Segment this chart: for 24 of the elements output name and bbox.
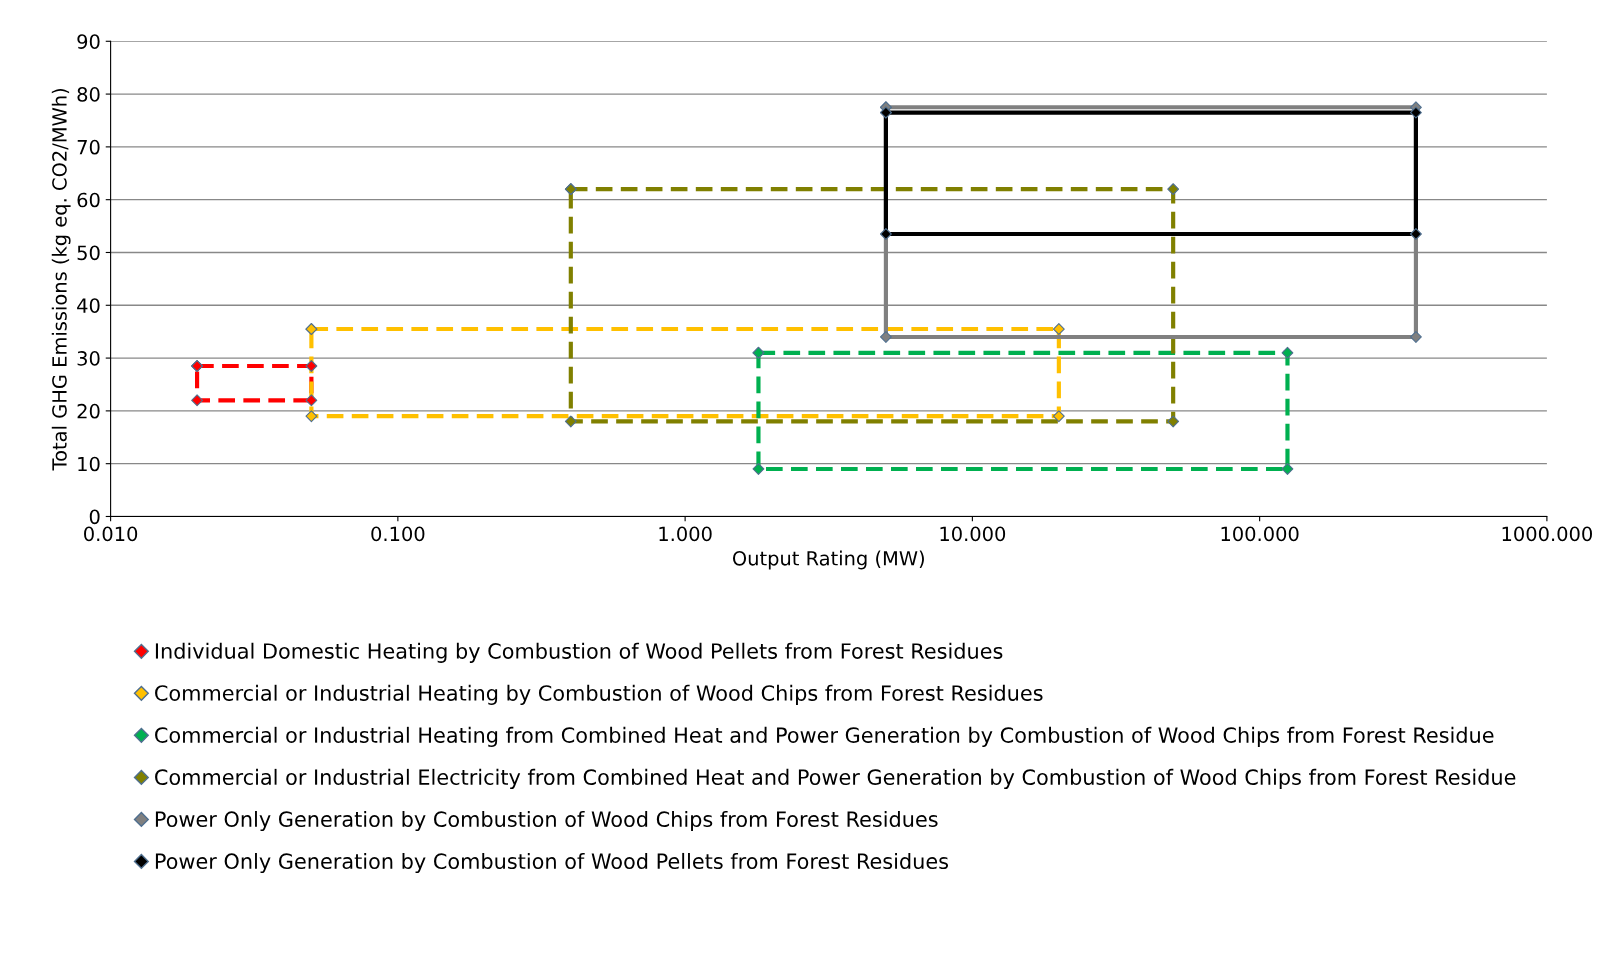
- legend-label: Commercial or Industrial Heating by Combustion of Wood Chips from Forest Residues: [155, 684, 1043, 705]
- y-tick-label: 80: [77, 87, 100, 102]
- x-tick-label: 0.010: [84, 526, 138, 542]
- legend-label: Power Only Generation by Combustion of Wood Chips from Forest Residues: [155, 810, 938, 832]
- y-tick-label: 60: [77, 192, 100, 208]
- y-tick-label: 0: [89, 509, 100, 525]
- legend-label: Commercial or Industrial Electricity from Combined Heat and Power Generation by Combustion of Wood Chips from Forest Residue: [155, 768, 1516, 790]
- legend-label: Commercial or Industrial Heating from Combined Heat and Power Generation by Combustion of Wood Chips from Forest Residue: [155, 726, 1494, 747]
- x-tick-label: 1.000: [659, 526, 712, 542]
- x-axis-title: Output Rating (MW): [732, 550, 924, 570]
- legend-label: Power Only Generation by Combustion of Wood Pellets from Forest Residues: [155, 852, 949, 874]
- y-tick-label: 40: [77, 298, 100, 313]
- x-tick-label: 100.000: [1221, 526, 1299, 542]
- y-tick-label: 50: [77, 245, 100, 261]
- y-tick-label: 30: [77, 351, 100, 366]
- y-tick-label: 70: [77, 139, 100, 155]
- y-tick-label: 10: [78, 456, 100, 472]
- legend-label: Individual Domestic Heating by Combustion of Wood Pellets from Forest Residues: [155, 642, 1003, 663]
- y-tick-label: 90: [77, 34, 100, 49]
- x-tick-label: 1000.000: [1502, 526, 1592, 542]
- y-tick-label: 20: [77, 403, 100, 419]
- y-axis-title: Total GHG Emissions (kg eq. CO2/MWh): [51, 88, 71, 471]
- x-tick-label: 0.100: [371, 526, 425, 542]
- x-tick-label: 10.000: [940, 526, 1006, 542]
